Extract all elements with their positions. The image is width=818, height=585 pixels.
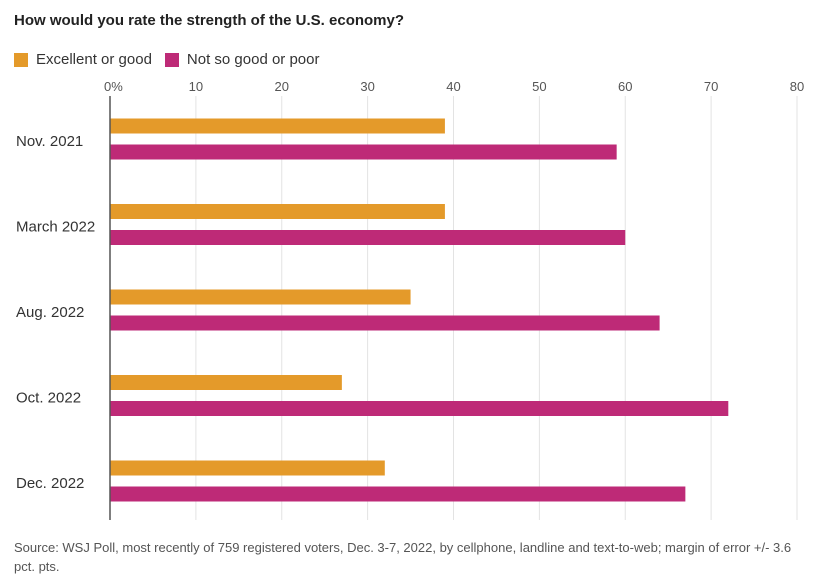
source-note: Source: WSJ Poll, most recently of 759 r… [14,540,792,574]
category-label: Nov. 2021 [16,133,83,150]
category-label: Oct. 2022 [16,390,81,407]
x-tick-label-10: 10 [189,79,203,94]
bar-excellent-or-good [110,204,445,219]
legend-label-excellent-or-good: Excellent or good [36,51,152,68]
x-tick-label-80: 80 [790,79,804,94]
x-tick-label-60: 60 [618,79,632,94]
category-label: Dec. 2022 [16,475,84,492]
legend-item-excellent-or-good: Excellent or good [14,51,152,68]
bar-excellent-or-good [110,289,411,305]
x-tick-label-40: 40 [446,79,460,94]
legend-swatch-not-so-good-or-poor [164,52,179,67]
bar-excellent-or-good [110,375,342,390]
bar-not-so-good-or-poor [110,315,660,331]
category-label: Aug. 2022 [16,304,84,321]
x-tick-label-0: 0% [104,79,123,94]
legend: Excellent or good Not so good or poor [14,51,333,68]
bar-not-so-good-or-poor [110,486,686,502]
bar-excellent-or-good [110,118,445,134]
legend-label-not-so-good-or-poor: Not so good or poor [186,51,320,68]
chart-title: How would you rate the strength of the U… [14,12,405,29]
x-tick-label-50: 50 [532,79,546,94]
x-tick-label-20: 20 [275,79,289,94]
legend-item-not-so-good-or-poor: Not so good or poor [164,51,320,68]
bar-not-so-good-or-poor [110,144,617,160]
bar-not-so-good-or-poor [110,230,626,245]
category-label: March 2022 [16,219,95,236]
legend-swatch-excellent-or-good [14,52,28,67]
x-tick-label-70: 70 [704,79,718,94]
bar-excellent-or-good [110,460,385,476]
x-tick-label-30: 30 [360,79,374,94]
bar-not-so-good-or-poor [110,401,729,416]
